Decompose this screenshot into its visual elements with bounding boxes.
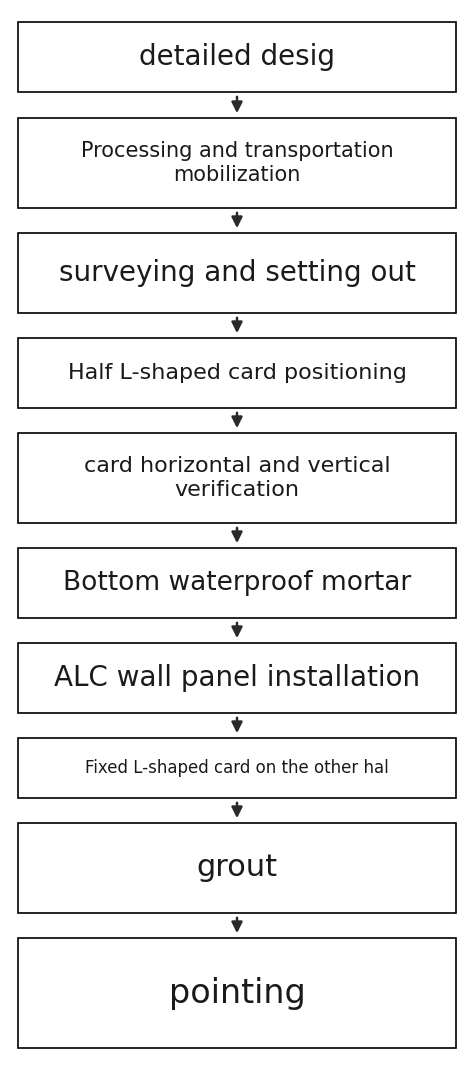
Bar — [18, 548, 456, 618]
Text: Bottom waterproof mortar: Bottom waterproof mortar — [63, 570, 411, 596]
Text: Fixed L-shaped card on the other hal: Fixed L-shaped card on the other hal — [85, 759, 389, 777]
Text: grout: grout — [196, 854, 278, 883]
Text: pointing: pointing — [169, 977, 305, 1009]
Bar — [18, 938, 456, 1048]
Text: card horizontal and vertical
verification: card horizontal and vertical verificatio… — [84, 456, 390, 500]
Bar — [18, 738, 456, 798]
Text: surveying and setting out: surveying and setting out — [59, 259, 415, 287]
Bar — [18, 642, 456, 713]
Text: Half L-shaped card positioning: Half L-shaped card positioning — [68, 363, 406, 383]
Bar — [18, 22, 456, 92]
Bar — [18, 233, 456, 313]
Text: Processing and transportation
mobilization: Processing and transportation mobilizati… — [81, 140, 393, 185]
Text: detailed desig: detailed desig — [139, 43, 335, 71]
Bar — [18, 118, 456, 208]
Bar — [18, 338, 456, 407]
Bar — [18, 433, 456, 523]
Bar — [18, 823, 456, 913]
Text: ALC wall panel installation: ALC wall panel installation — [54, 664, 420, 692]
